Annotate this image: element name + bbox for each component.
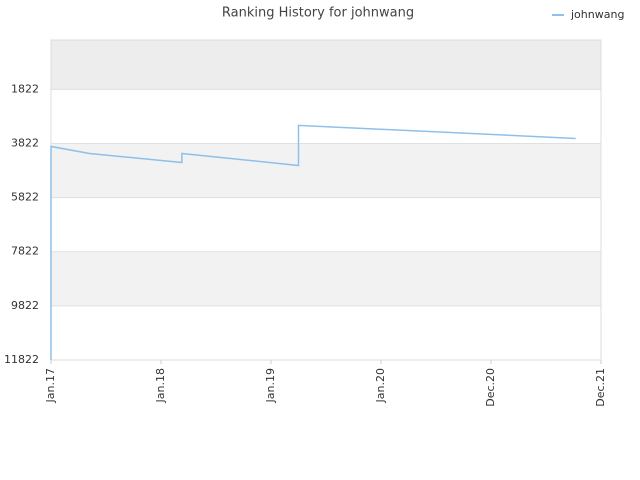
y-tick-label: 11822 — [4, 353, 39, 366]
band — [51, 251, 601, 306]
legend-label: johnwang — [570, 8, 624, 21]
x-tick-label: Jan.19 — [264, 368, 277, 403]
band — [51, 305, 601, 360]
x-tick-label: Dec.20 — [484, 368, 497, 407]
band — [51, 143, 601, 198]
y-tick-label: 1822 — [11, 82, 39, 95]
x-tick-label: Jan.18 — [154, 368, 167, 403]
y-tick-label: 5822 — [11, 191, 39, 204]
chart-title: Ranking History for johnwang — [222, 6, 414, 21]
band — [51, 197, 601, 252]
x-tick-label: Jan.20 — [374, 368, 387, 403]
band — [51, 40, 601, 90]
band — [51, 89, 601, 144]
x-tick-label: Jan.17 — [44, 368, 57, 403]
series-line — [50, 124, 576, 360]
y-tick-label: 3822 — [11, 136, 39, 149]
x-tick-label: Dec.21 — [594, 368, 607, 407]
y-tick-label: 7822 — [11, 245, 39, 258]
y-tick-label: 9822 — [11, 299, 39, 312]
